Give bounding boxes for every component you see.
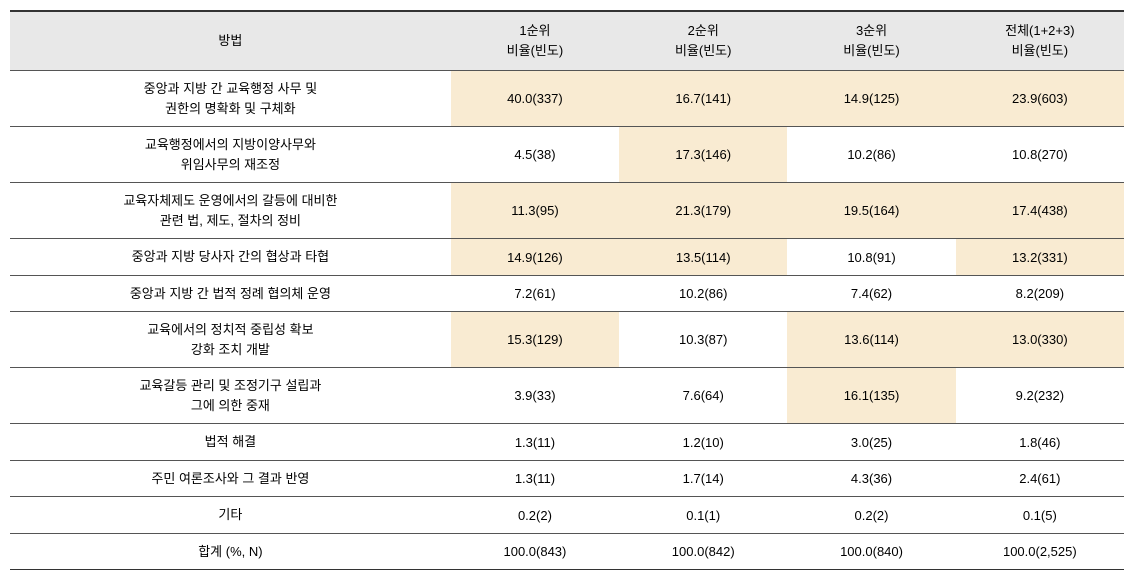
header-rank3: 3순위 비율(빈도) xyxy=(787,11,955,71)
method-cell: 교육자체제도 운영에서의 갈등에 대비한관련 법, 제도, 절차의 정비 xyxy=(10,183,451,239)
header-rank2-line1: 2순위 xyxy=(688,23,719,38)
method-cell: 주민 여론조사와 그 결과 반영 xyxy=(10,460,451,497)
rank1-cell: 4.5(38) xyxy=(451,127,619,183)
rank1-cell: 15.3(129) xyxy=(451,312,619,368)
rank1-cell: 40.0(337) xyxy=(451,71,619,127)
rank1-cell: 0.2(2) xyxy=(451,497,619,534)
total-cell: 0.1(5) xyxy=(956,497,1124,534)
rank1-cell: 11.3(95) xyxy=(451,183,619,239)
header-rank1-line2: 비율(빈도) xyxy=(459,42,611,60)
total-cell: 9.2(232) xyxy=(956,368,1124,424)
method-cell: 중앙과 지방 당사자 간의 협상과 타협 xyxy=(10,239,451,276)
rank2-cell: 17.3(146) xyxy=(619,127,787,183)
total-cell: 23.9(603) xyxy=(956,71,1124,127)
method-cell: 법적 해결 xyxy=(10,424,451,461)
method-line2: 권한의 명확화 및 구체화 xyxy=(22,99,439,119)
total-cell: 2.4(61) xyxy=(956,460,1124,497)
rank3-cell: 14.9(125) xyxy=(787,71,955,127)
rank2-cell: 1.2(10) xyxy=(619,424,787,461)
rank2-cell: 0.1(1) xyxy=(619,497,787,534)
rank2-cell: 1.7(14) xyxy=(619,460,787,497)
method-line2: 강화 조치 개발 xyxy=(22,340,439,360)
method-line2: 그에 의한 중재 xyxy=(22,396,439,416)
rank3-cell: 10.8(91) xyxy=(787,239,955,276)
rank3-cell: 19.5(164) xyxy=(787,183,955,239)
header-rank1: 1순위 비율(빈도) xyxy=(451,11,619,71)
table-row: 교육갈등 관리 및 조정기구 설립과그에 의한 중재3.9(33)7.6(64)… xyxy=(10,368,1124,424)
header-rank2: 2순위 비율(빈도) xyxy=(619,11,787,71)
rank1-cell: 7.2(61) xyxy=(451,275,619,312)
table-row: 기타0.2(2)0.1(1)0.2(2)0.1(5) xyxy=(10,497,1124,534)
header-rank1-line1: 1순위 xyxy=(519,23,550,38)
table-row: 중앙과 지방 간 교육행정 사무 및권한의 명확화 및 구체화40.0(337)… xyxy=(10,71,1124,127)
header-total: 전체(1+2+3) 비율(빈도) xyxy=(956,11,1124,71)
rank3-cell: 10.2(86) xyxy=(787,127,955,183)
table-row: 중앙과 지방 간 법적 정례 협의체 운영 7.2(61)10.2(86)7.4(… xyxy=(10,275,1124,312)
rank2-cell: 16.7(141) xyxy=(619,71,787,127)
header-method-label: 방법 xyxy=(218,33,242,48)
rank3-cell: 7.4(62) xyxy=(787,275,955,312)
table-row: 교육에서의 정치적 중립성 확보강화 조치 개발15.3(129)10.3(87… xyxy=(10,312,1124,368)
table-body: 중앙과 지방 간 교육행정 사무 및권한의 명확화 및 구체화40.0(337)… xyxy=(10,71,1124,570)
total-cell: 8.2(209) xyxy=(956,275,1124,312)
rank2-cell: 13.5(114) xyxy=(619,239,787,276)
table-row: 교육자체제도 운영에서의 갈등에 대비한관련 법, 제도, 절차의 정비11.3… xyxy=(10,183,1124,239)
method-line1: 중앙과 지방 간 법적 정례 협의체 운영 xyxy=(130,286,331,301)
header-rank2-line2: 비율(빈도) xyxy=(627,42,779,60)
rank3-cell: 4.3(36) xyxy=(787,460,955,497)
header-total-line1: 전체(1+2+3) xyxy=(1005,23,1074,38)
table-header: 방법 1순위 비율(빈도) 2순위 비율(빈도) 3순위 비율(빈도) 전체(1… xyxy=(10,11,1124,71)
total-cell: 17.4(438) xyxy=(956,183,1124,239)
table-row: 주민 여론조사와 그 결과 반영 1.3(11)1.7(14)4.3(36)2.4… xyxy=(10,460,1124,497)
method-line1: 중앙과 지방 간 교육행정 사무 및 xyxy=(144,81,318,96)
method-line1: 기타 xyxy=(218,507,242,522)
rank3-cell: 16.1(135) xyxy=(787,368,955,424)
header-rank3-line1: 3순위 xyxy=(856,23,887,38)
method-line2: 위임사무의 재조정 xyxy=(22,155,439,175)
table-row: 법적 해결 1.3(11)1.2(10)3.0(25)1.8(46) xyxy=(10,424,1124,461)
method-cell: 중앙과 지방 간 교육행정 사무 및권한의 명확화 및 구체화 xyxy=(10,71,451,127)
table-row: 교육행정에서의 지방이양사무와위임사무의 재조정4.5(38)17.3(146)… xyxy=(10,127,1124,183)
total-cell: 10.8(270) xyxy=(956,127,1124,183)
total-cell: 13.2(331) xyxy=(956,239,1124,276)
rank1-cell: 14.9(126) xyxy=(451,239,619,276)
rank2-cell: 21.3(179) xyxy=(619,183,787,239)
table-row: 중앙과 지방 당사자 간의 협상과 타협 14.9(126)13.5(114)10… xyxy=(10,239,1124,276)
rank1-cell: 3.9(33) xyxy=(451,368,619,424)
method-line1: 교육갈등 관리 및 조정기구 설립과 xyxy=(139,378,321,393)
rank1-cell: 1.3(11) xyxy=(451,424,619,461)
header-method: 방법 xyxy=(10,11,451,71)
rank3-cell: 3.0(25) xyxy=(787,424,955,461)
method-line1: 주민 여론조사와 그 결과 반영 xyxy=(151,471,309,486)
method-cell: 중앙과 지방 간 법적 정례 협의체 운영 xyxy=(10,275,451,312)
total-cell: 1.8(46) xyxy=(956,424,1124,461)
method-cell: 교육갈등 관리 및 조정기구 설립과그에 의한 중재 xyxy=(10,368,451,424)
method-line1: 합계 (%, N) xyxy=(198,544,262,559)
total-cell: 13.0(330) xyxy=(956,312,1124,368)
method-cell: 교육행정에서의 지방이양사무와위임사무의 재조정 xyxy=(10,127,451,183)
rank3-cell: 13.6(114) xyxy=(787,312,955,368)
rank2-cell: 10.3(87) xyxy=(619,312,787,368)
rank2-cell: 10.2(86) xyxy=(619,275,787,312)
method-line1: 교육행정에서의 지방이양사무와 xyxy=(145,137,316,152)
data-table: 방법 1순위 비율(빈도) 2순위 비율(빈도) 3순위 비율(빈도) 전체(1… xyxy=(10,10,1124,570)
method-line1: 법적 해결 xyxy=(205,434,256,449)
header-rank3-line2: 비율(빈도) xyxy=(795,42,947,60)
rank1-cell: 1.3(11) xyxy=(451,460,619,497)
method-line1: 교육자체제도 운영에서의 갈등에 대비한 xyxy=(123,193,337,208)
header-total-line2: 비율(빈도) xyxy=(964,42,1116,60)
method-line1: 교육에서의 정치적 중립성 확보 xyxy=(147,322,313,337)
rank2-cell: 7.6(64) xyxy=(619,368,787,424)
method-cell: 교육에서의 정치적 중립성 확보강화 조치 개발 xyxy=(10,312,451,368)
rank3-cell: 0.2(2) xyxy=(787,497,955,534)
method-line2: 관련 법, 제도, 절차의 정비 xyxy=(22,211,439,231)
method-line1: 중앙과 지방 당사자 간의 협상과 타협 xyxy=(132,249,329,264)
method-cell: 기타 xyxy=(10,497,451,534)
